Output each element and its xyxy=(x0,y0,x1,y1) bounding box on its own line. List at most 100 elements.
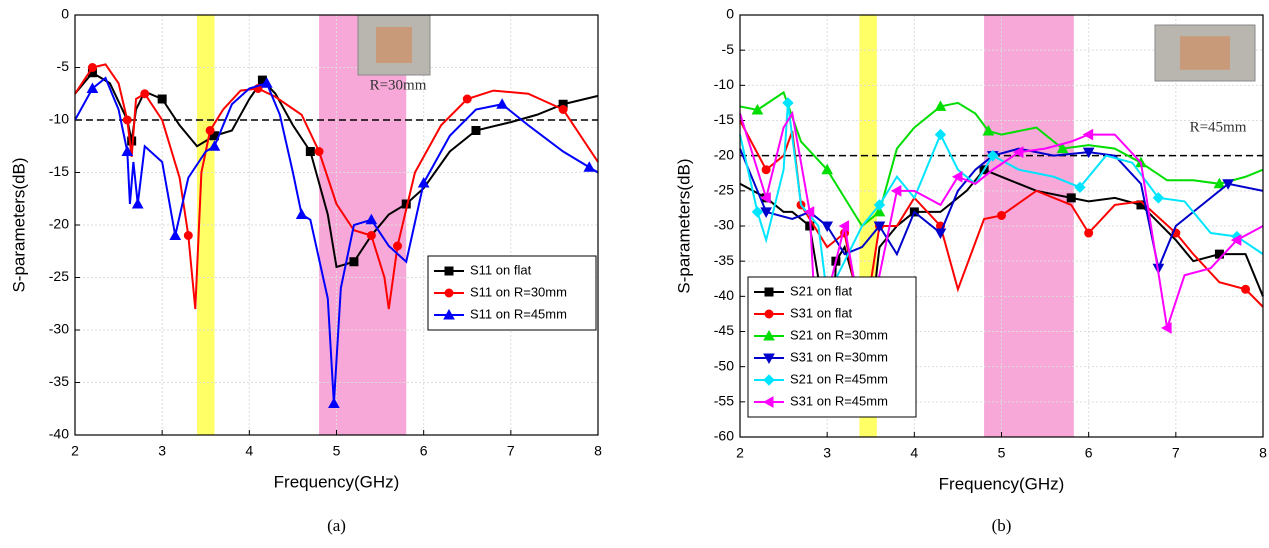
marker xyxy=(417,176,430,188)
marker xyxy=(782,97,794,109)
y-tick-label: -20 xyxy=(49,216,69,232)
x-tick-label: 2 xyxy=(736,445,744,461)
marker xyxy=(131,197,144,209)
legend-marker xyxy=(763,353,775,365)
marker xyxy=(934,228,947,240)
x-tick-label: 4 xyxy=(245,443,253,459)
y-tick-label: -10 xyxy=(714,76,734,92)
y-tick-label: -15 xyxy=(714,111,734,127)
caption: (b) xyxy=(992,516,1012,535)
marker xyxy=(496,98,508,109)
x-tick-label: 7 xyxy=(1172,445,1180,461)
marker xyxy=(821,221,834,233)
y-tick-label: -60 xyxy=(714,428,734,444)
marker xyxy=(1161,322,1172,334)
y-tick-label: -10 xyxy=(49,111,69,127)
legend-marker xyxy=(443,308,455,320)
x-axis-label: Frequency(GHz) xyxy=(939,474,1065,493)
y-tick-label: -40 xyxy=(714,287,734,303)
y-tick-label: -50 xyxy=(714,357,734,373)
y-tick-label: -35 xyxy=(49,373,69,389)
legend-label: S31 on R=30mm xyxy=(790,349,888,364)
marker xyxy=(1074,181,1086,194)
marker xyxy=(208,140,221,151)
marker xyxy=(761,165,771,175)
marker xyxy=(751,103,764,115)
marker xyxy=(328,397,340,408)
x-tick-label: 3 xyxy=(823,445,831,461)
series-markers xyxy=(86,77,596,408)
x-axis-label: Frequency(GHz) xyxy=(274,472,400,491)
marker xyxy=(760,192,771,204)
marker xyxy=(1082,147,1095,159)
legend-marker xyxy=(762,396,774,408)
marker xyxy=(121,145,134,156)
marker xyxy=(471,126,481,135)
marker xyxy=(751,206,764,218)
y-tick-label: -25 xyxy=(49,268,69,284)
marker xyxy=(873,221,886,233)
marker xyxy=(462,94,472,104)
y-tick-label: -25 xyxy=(714,182,734,198)
legend-label: S11 on flat xyxy=(470,262,532,277)
y-axis-label: S-parameters(dB) xyxy=(674,158,693,293)
marker xyxy=(157,94,167,104)
marker xyxy=(1241,284,1251,294)
x-tick-label: 2 xyxy=(71,443,79,459)
y-tick-label: -30 xyxy=(714,217,734,233)
marker xyxy=(86,82,99,93)
marker xyxy=(934,128,947,141)
marker xyxy=(140,89,150,99)
legend-marker xyxy=(763,374,775,386)
legend-label: S11 on R=45mm xyxy=(470,306,567,321)
marker xyxy=(838,220,850,232)
y-tick-label: -40 xyxy=(49,426,69,442)
marker xyxy=(982,125,995,136)
marker xyxy=(951,170,963,183)
marker xyxy=(558,105,568,114)
marker xyxy=(205,126,215,135)
x-tick-label: 8 xyxy=(594,443,602,459)
marker xyxy=(393,241,403,251)
marker xyxy=(1082,128,1094,141)
legend-label: S21 on R=30mm xyxy=(790,327,888,342)
series-markers xyxy=(751,100,1226,217)
legend-marker xyxy=(764,287,774,297)
y-tick-label: -55 xyxy=(714,393,734,409)
marker xyxy=(1056,142,1069,154)
marker xyxy=(349,257,359,267)
marker xyxy=(1084,228,1094,238)
marker xyxy=(314,147,324,156)
marker xyxy=(890,184,902,197)
marker xyxy=(305,147,315,156)
y-tick-label: -45 xyxy=(714,322,734,338)
marker xyxy=(760,207,772,218)
legend-label: S21 on flat xyxy=(790,283,853,298)
marker xyxy=(365,213,378,225)
plot-frame xyxy=(739,14,1264,438)
marker xyxy=(583,161,596,172)
legend-marker xyxy=(764,309,774,319)
marker xyxy=(1213,177,1226,189)
x-tick-label: 3 xyxy=(158,443,166,459)
marker xyxy=(873,205,886,217)
x-tick-label: 7 xyxy=(507,443,515,459)
marker xyxy=(183,231,193,240)
x-tick-label: 6 xyxy=(1085,445,1093,461)
legend-label: S31 on R=45mm xyxy=(790,393,888,408)
y-tick-label: -5 xyxy=(722,41,735,57)
legend-marker xyxy=(444,288,454,298)
marker xyxy=(122,115,132,125)
y-tick-label: -35 xyxy=(714,252,734,268)
marker xyxy=(1230,234,1242,246)
inset-photo-detail xyxy=(376,27,412,63)
marker xyxy=(1012,146,1024,158)
y-tick-label: 0 xyxy=(726,6,734,22)
marker xyxy=(295,208,308,219)
x-tick-label: 5 xyxy=(998,445,1006,461)
y-axis-label: S-parameters(dB) xyxy=(9,157,28,292)
inset-photo-detail xyxy=(1180,36,1230,70)
marker xyxy=(1066,193,1076,203)
marker xyxy=(1152,192,1165,204)
